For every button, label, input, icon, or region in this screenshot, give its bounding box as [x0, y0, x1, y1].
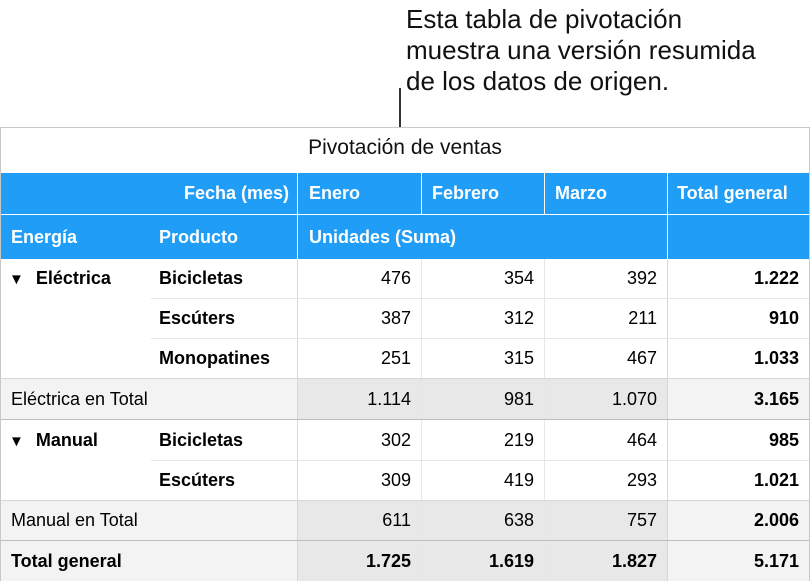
cell-value: 419 — [503, 470, 534, 490]
disclosure-triangle-icon[interactable]: ▼ — [9, 433, 24, 450]
subtotal-value: 1.070 — [611, 389, 657, 409]
cell-row-total: 1.222 — [753, 268, 799, 288]
cell-value: 211 — [628, 308, 657, 328]
subtotal-label: Eléctrica en Total — [11, 389, 148, 409]
callout-line-2: muestra una versión resumida — [406, 35, 756, 65]
header-row-1 — [1, 173, 809, 214]
callout-pointer — [399, 88, 401, 128]
subtotal-total: 3.165 — [753, 389, 799, 409]
subtotal-value: 981 — [503, 389, 534, 409]
header-product[interactable]: Producto — [159, 227, 238, 247]
subtotal-value: 1.114 — [367, 389, 411, 409]
header-row-2 — [1, 215, 809, 259]
group-label-manual[interactable]: ▼ Manual — [9, 430, 98, 450]
cell-value: 464 — [626, 430, 657, 450]
callout-line-1: Esta tabla de pivotación — [406, 4, 683, 34]
header-values[interactable]: Unidades (Suma) — [309, 227, 457, 247]
cell-value: 315 — [503, 348, 534, 368]
header-col-marzo[interactable]: Marzo — [555, 183, 608, 203]
subtotal-value: 638 — [503, 510, 534, 530]
header-col-enero[interactable]: Enero — [309, 183, 361, 203]
row-product: Bicicletas — [159, 268, 244, 288]
cell-value: 293 — [626, 470, 657, 490]
row-product: Monopatines — [159, 348, 270, 368]
disclosure-triangle-icon[interactable]: ▼ — [9, 271, 24, 288]
cell-value: 467 — [626, 348, 657, 368]
cell-value: 219 — [503, 430, 534, 450]
subtotal-total: 2.006 — [753, 510, 799, 530]
grand-total-value: 1.725 — [365, 551, 411, 571]
subtotal-label: Manual en Total — [11, 510, 138, 530]
row-product: Escúters — [159, 308, 236, 328]
subtotal-value: 757 — [626, 510, 657, 530]
cell-value: 312 — [503, 308, 534, 328]
callout-line-3: de los datos de origen. — [406, 66, 670, 96]
grand-total-value: 1.619 — [488, 551, 534, 571]
grand-total-label: Total general — [11, 551, 122, 571]
subtotal-value: 611 — [382, 510, 411, 530]
pivot-table[interactable]: Pivotación de ventas Fecha (mes) Enero F… — [0, 127, 810, 581]
cell-value: 354 — [503, 268, 534, 288]
header-energy[interactable]: Energía — [11, 227, 78, 247]
cell-row-total: 1.033 — [753, 348, 799, 368]
table-title: Pivotación de ventas — [308, 136, 502, 159]
callout-annotation: Esta tabla de pivotación muestra una ver… — [406, 4, 806, 97]
header-col-total[interactable]: Total general — [677, 183, 788, 203]
cell-row-total: 985 — [768, 430, 799, 450]
cell-value: 309 — [380, 470, 411, 490]
row-product: Bicicletas — [159, 430, 244, 450]
cell-row-total: 1.021 — [753, 470, 799, 490]
cell-value: 392 — [626, 268, 657, 288]
grand-total-total: 5.171 — [753, 551, 799, 571]
cell-value: 302 — [380, 430, 411, 450]
cell-row-total: 910 — [768, 308, 799, 328]
header-field-date[interactable]: Fecha (mes) — [183, 183, 289, 203]
row-product: Escúters — [159, 470, 236, 490]
header-col-febrero[interactable]: Febrero — [432, 183, 500, 203]
cell-value: 251 — [380, 348, 411, 368]
grand-total-value: 1.827 — [611, 551, 657, 571]
cell-value: 476 — [380, 268, 411, 288]
cell-value: 387 — [380, 308, 411, 328]
group-label-electrica[interactable]: ▼ Eléctrica — [9, 268, 111, 288]
